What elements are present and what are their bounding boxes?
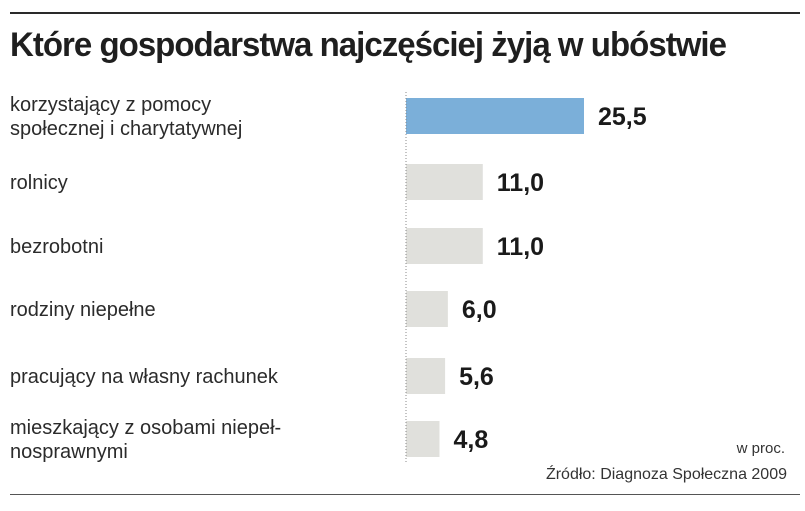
- value-label-2: 11,0: [497, 233, 544, 261]
- bars-group: [406, 98, 584, 457]
- unit-label: w proc.: [736, 440, 785, 457]
- bottom-rule: [10, 494, 800, 495]
- bar-4: [406, 358, 446, 394]
- bar-3: [406, 291, 448, 327]
- category-label-4: pracujący na własny rachunek: [10, 366, 279, 388]
- value-label-5: 4,8: [454, 426, 489, 454]
- bar-1: [406, 164, 483, 200]
- value-label-1: 11,0: [497, 169, 544, 197]
- bar-5: [406, 421, 440, 457]
- category-label-2: bezrobotni: [10, 236, 103, 258]
- category-label-0: korzystający z pomocy społecznej i charyt…: [10, 94, 242, 140]
- category-label-1-line-0: rolnicy: [10, 172, 68, 194]
- bar-2: [406, 228, 483, 264]
- category-label-5-line-0: mieszkający z osobami niepeł-: [10, 417, 281, 439]
- value-labels-group: 25,5 11,0 11,0 6,0 5,6 4,8: [454, 103, 647, 454]
- category-label-4-line-0: pracujący na własny rachunek: [10, 366, 279, 388]
- category-label-3: rodziny niepełne: [10, 299, 156, 321]
- value-label-0: 25,5: [598, 103, 647, 131]
- category-label-0-line-1: społecznej i charytatywnej: [10, 118, 242, 140]
- source-note: Źródło: Diagnoza Społeczna 2009: [545, 466, 787, 483]
- category-label-2-line-0: bezrobotni: [10, 236, 103, 258]
- category-label-1: rolnicy: [10, 172, 68, 194]
- category-label-3-line-0: rodziny niepełne: [10, 299, 156, 321]
- value-label-3: 6,0: [462, 296, 497, 324]
- value-label-4: 5,6: [459, 363, 494, 391]
- category-labels-group: korzystający z pomocy społecznej i charyt…: [10, 94, 281, 463]
- category-label-5-line-1: nosprawnymi: [10, 441, 128, 463]
- category-label-5: mieszkający z osobami niepeł-nosprawnymi: [10, 417, 281, 463]
- chart-title: Które gospodarstwa najczęściej żyją w ub…: [10, 26, 727, 64]
- bar-0: [406, 98, 584, 134]
- top-rule: [10, 12, 800, 14]
- category-label-0-line-0: korzystający z pomocy: [10, 94, 211, 116]
